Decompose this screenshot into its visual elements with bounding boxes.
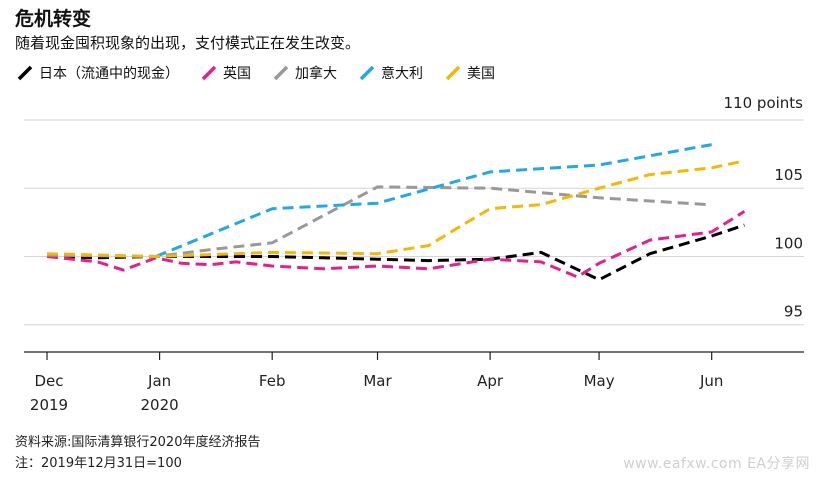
- x-tick-label: Jun: [699, 372, 723, 390]
- legend-swatch-uk-icon: [201, 65, 217, 81]
- y-tick-label: 105: [774, 166, 803, 184]
- legend-swatch-japan-icon: [17, 65, 33, 81]
- legend-item-usa: 美国: [445, 63, 495, 83]
- base-note: 注：2019年12月31日=100: [15, 456, 182, 471]
- legend-swatch-italy-line: [359, 65, 375, 81]
- legend-label-japan: 日本（流通中的现金）: [39, 66, 179, 82]
- x-tick-label: Dec: [34, 372, 63, 390]
- chart-title: 危机转变: [15, 8, 92, 30]
- legend-item-uk: 英国: [201, 63, 251, 83]
- grid-layer: [24, 119, 804, 326]
- label-layer: 95 100 105 110 points Dec 2019 Jan 2020 Feb Mar Ap…: [30, 94, 803, 414]
- series-line-3: [155, 143, 712, 258]
- legend-label-canada: 加拿大: [295, 66, 337, 82]
- legend-label-uk: 英国: [223, 66, 251, 82]
- chart-subtitle: 随着现金囤积现象的出现，支付模式正在发生改变。: [15, 34, 361, 52]
- x-tick-label: Jan: [147, 372, 171, 390]
- legend-item-italy: 意大利: [359, 63, 423, 83]
- legend-item-canada: 加拿大: [273, 63, 337, 83]
- series-line-2: [46, 185, 709, 258]
- legend-swatch-canada-line: [273, 65, 289, 81]
- x-tick-year-label: 2019: [30, 396, 68, 414]
- legend-label-italy: 意大利: [381, 66, 423, 82]
- x-tick-label: Feb: [259, 372, 286, 390]
- x-tick-label: Mar: [363, 372, 392, 390]
- legend-swatch-usa-line: [445, 65, 461, 81]
- legend-swatch-uk-line: [201, 65, 217, 81]
- series-line-1: [46, 210, 746, 279]
- axis-layer: [24, 351, 804, 360]
- y-tick-label: 110 points: [724, 94, 804, 112]
- x-tick-year-label: 2020: [141, 396, 179, 414]
- legend-swatch-italy-icon: [359, 65, 375, 81]
- legend-swatch-japan-line: [17, 65, 33, 81]
- series-line-0: [46, 223, 745, 282]
- line-chart: 95 100 105 110 points Dec 2019 Jan 2020 Feb Mar Ap…: [24, 94, 804, 414]
- source-note: 资料来源:国际清算银行2020年度经济报告: [15, 435, 261, 450]
- legend-item-japan: 日本（流通中的现金）: [17, 63, 179, 83]
- x-tick-label: Apr: [477, 372, 504, 390]
- x-tick-label: May: [584, 372, 615, 390]
- legend-label-usa: 美国: [467, 66, 495, 82]
- legend-swatch-canada-icon: [273, 65, 289, 81]
- y-tick-label: 100: [774, 234, 803, 252]
- chart-legend: 日本（流通中的现金） 英国 加拿大 意大利 美国: [17, 63, 517, 83]
- series-line-4: [46, 159, 745, 258]
- y-tick-label: 95: [784, 303, 803, 321]
- series-layer: [46, 143, 746, 282]
- site-watermark: www.eafxw.com EA分享网: [623, 456, 810, 472]
- legend-swatch-usa-icon: [445, 65, 461, 81]
